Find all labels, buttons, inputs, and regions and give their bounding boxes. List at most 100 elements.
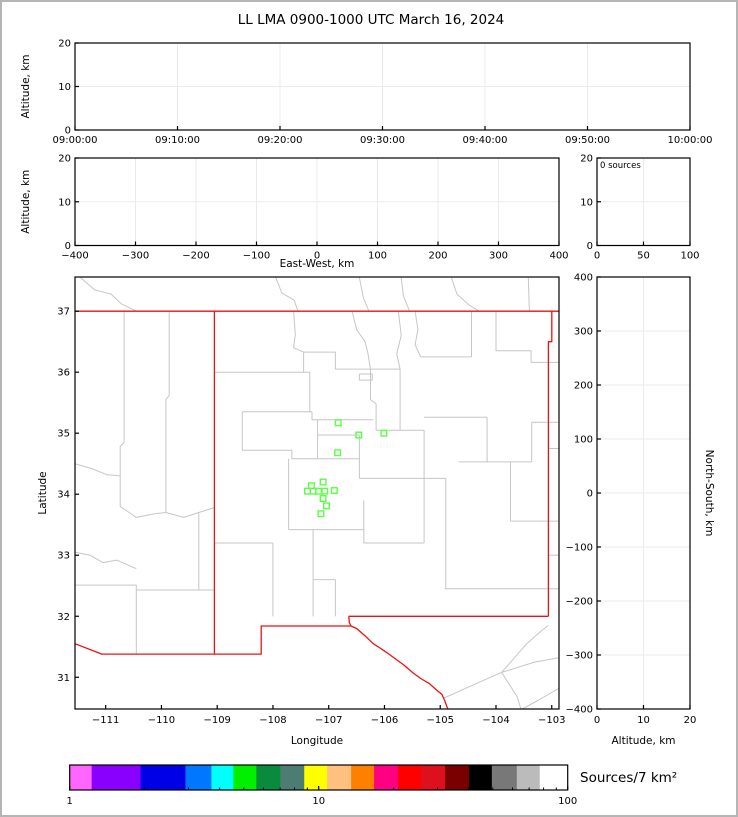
county-boundary-line	[303, 351, 401, 370]
county-boundary-line	[119, 475, 166, 518]
y-axis-label: Latitude	[37, 471, 49, 514]
colorbar-segment	[280, 765, 305, 790]
county-boundary-line	[80, 277, 137, 312]
y-tick-label: 20	[580, 154, 593, 165]
sources-count-annotation: 0 sources	[600, 161, 641, 171]
y-tick-label: 35	[57, 429, 70, 440]
colorbar-segment	[91, 765, 142, 790]
x-tick-label: −400	[61, 251, 88, 262]
county-boundary-line	[414, 311, 422, 358]
county-boundary-line	[275, 277, 299, 312]
y-tick-label: 400	[574, 273, 593, 284]
county-boundary-line	[358, 373, 373, 381]
panel-time-altitude: 09:00:00 09:10:00 09:20:00 09:30:00 09:40:00…	[20, 39, 712, 147]
x-axis-label: East-West, km	[280, 258, 355, 270]
colorbar-segment	[351, 765, 375, 790]
x-tick-label: 09:30:00	[360, 135, 405, 146]
source-marker	[317, 510, 325, 518]
county-boundary-line	[443, 657, 559, 699]
colorbar-segment	[516, 765, 541, 790]
x-tick-label: 100	[680, 251, 699, 262]
source-marker	[315, 487, 323, 495]
colorbar-segment	[539, 765, 569, 790]
county-boundary-line	[311, 411, 374, 421]
x-tick-label: −300	[122, 251, 149, 262]
y-axis-label: North-South, km	[703, 450, 715, 537]
x-tick-label: 200	[428, 251, 447, 262]
county-boundary-line	[358, 277, 370, 312]
colorbar-segment	[420, 765, 446, 790]
county-boundary-line	[450, 277, 480, 312]
x-tick-label: −200	[182, 251, 209, 262]
county-boundary-line	[531, 421, 559, 462]
source-marker	[304, 487, 312, 495]
x-tick-label: −105	[426, 715, 453, 726]
source-marker	[309, 487, 317, 495]
y-axis-label: Altitude, km	[20, 170, 32, 234]
county-boundary-line	[501, 672, 522, 709]
y-tick-label: 10	[580, 197, 593, 208]
colorbar-segment	[468, 765, 493, 790]
x-tick-label: 10	[637, 715, 650, 726]
source-marker	[319, 478, 327, 486]
x-tick-label: −104	[482, 715, 509, 726]
x-tick-label: 100	[368, 251, 387, 262]
y-tick-label: 10	[58, 197, 71, 208]
y-tick-label: 0	[65, 241, 71, 252]
source-marker	[330, 487, 338, 495]
y-tick-label: 20	[58, 154, 71, 165]
y-tick-label: 31	[57, 673, 70, 684]
x-axis-label: Altitude, km	[611, 735, 675, 747]
colorbar-segment	[398, 765, 422, 790]
source-marker	[307, 482, 315, 490]
county-boundary-line	[75, 551, 137, 570]
source-marker	[322, 502, 330, 510]
y-tick-label: 200	[574, 381, 593, 392]
x-tick-label: 09:50:00	[565, 135, 610, 146]
county-boundary-line	[396, 311, 402, 370]
source-markers	[304, 419, 388, 518]
y-tick-label: 100	[574, 435, 593, 446]
panel-ns-altitude: 0 10 20 400 300 200 100 0 −100 −200 −300 −400 Altitu…	[566, 273, 715, 748]
x-tick-label: 20	[684, 715, 697, 726]
y-tick-label: 0	[65, 126, 71, 137]
y-tick-label: 32	[57, 612, 70, 623]
state-border-line	[75, 616, 352, 655]
county-boundary-line	[501, 625, 549, 673]
colorbar-segment	[491, 765, 518, 790]
x-tick-label: 50	[637, 251, 650, 262]
y-tick-label: 36	[57, 368, 70, 379]
colorbar-segment	[69, 765, 93, 790]
source-marker	[355, 431, 363, 439]
colorbar-segment	[140, 765, 186, 790]
colorbar-segment	[233, 765, 257, 790]
x-tick-label: −107	[315, 715, 342, 726]
county-boundary-line	[165, 311, 170, 513]
county-boundary-line	[119, 311, 125, 476]
colorbar-segment	[327, 765, 352, 790]
county-boundary-line	[293, 311, 305, 373]
x-tick-label: −106	[371, 715, 398, 726]
y-tick-label: 0	[587, 489, 593, 500]
county-boundary-line	[527, 277, 530, 312]
panel-ew-altitude: −400 −300 −200 −100 0 100 200 300 400 0 10 20 Altitu…	[20, 154, 569, 271]
county-boundary-line	[165, 507, 215, 518]
colorbar-tick-label: 10	[312, 796, 325, 807]
figure-title: LL LMA 0900-1000 UTC March 16, 2024	[237, 12, 505, 28]
x-tick-label: 09:10:00	[155, 135, 200, 146]
state-border-line	[547, 311, 553, 617]
colorbar-tick-label: 1	[67, 796, 73, 807]
y-tick-label: 33	[57, 551, 70, 562]
y-tick-label: −400	[566, 705, 593, 716]
county-boundary-line	[495, 311, 559, 363]
county-boundary-line	[291, 450, 318, 460]
source-marker	[321, 487, 329, 495]
map-layers	[75, 277, 559, 709]
colorbar-segment	[256, 765, 281, 790]
colorbar-segment	[374, 765, 399, 790]
state-border-line	[350, 625, 449, 709]
county-boundary-line	[521, 687, 559, 709]
panel-frame	[74, 276, 560, 710]
